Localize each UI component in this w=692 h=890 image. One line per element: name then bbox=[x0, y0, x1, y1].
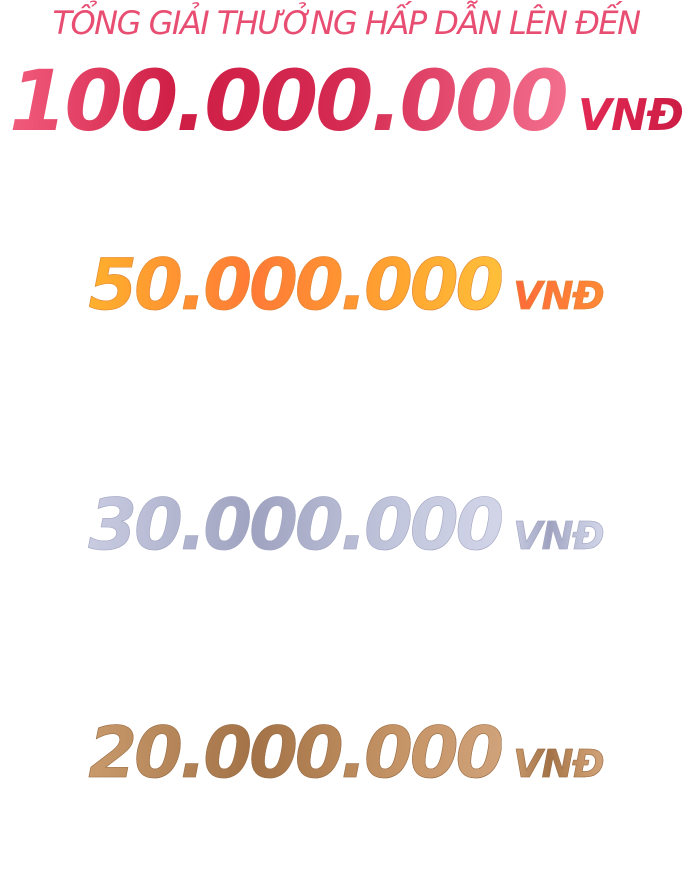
prize-headline: TỔNG GIẢI THƯỞNG HẤP DẪN LÊN ĐẾN bbox=[52, 4, 641, 42]
prize-tier-2-unit: VNĐ bbox=[513, 514, 605, 559]
prize-tier-1-amount: 50.000.000 bbox=[88, 244, 504, 327]
prize-tier-1: 50.000.000 VNĐ bbox=[0, 244, 692, 327]
grand-prize-unit: VNĐ bbox=[577, 90, 684, 141]
prize-tier-1-unit: VNĐ bbox=[513, 274, 605, 319]
prize-tier-3-amount: 20.000.000 bbox=[88, 712, 504, 795]
prize-tier-2-amount: 30.000.000 bbox=[88, 484, 504, 567]
prize-tier-3-unit: VNĐ bbox=[513, 742, 605, 787]
grand-prize: 100.000.000 VNĐ bbox=[0, 52, 692, 150]
grand-prize-amount: 100.000.000 bbox=[9, 52, 569, 150]
prize-tier-2: 30.000.000 VNĐ bbox=[0, 484, 692, 567]
prize-tier-3: 20.000.000 VNĐ bbox=[0, 712, 692, 795]
